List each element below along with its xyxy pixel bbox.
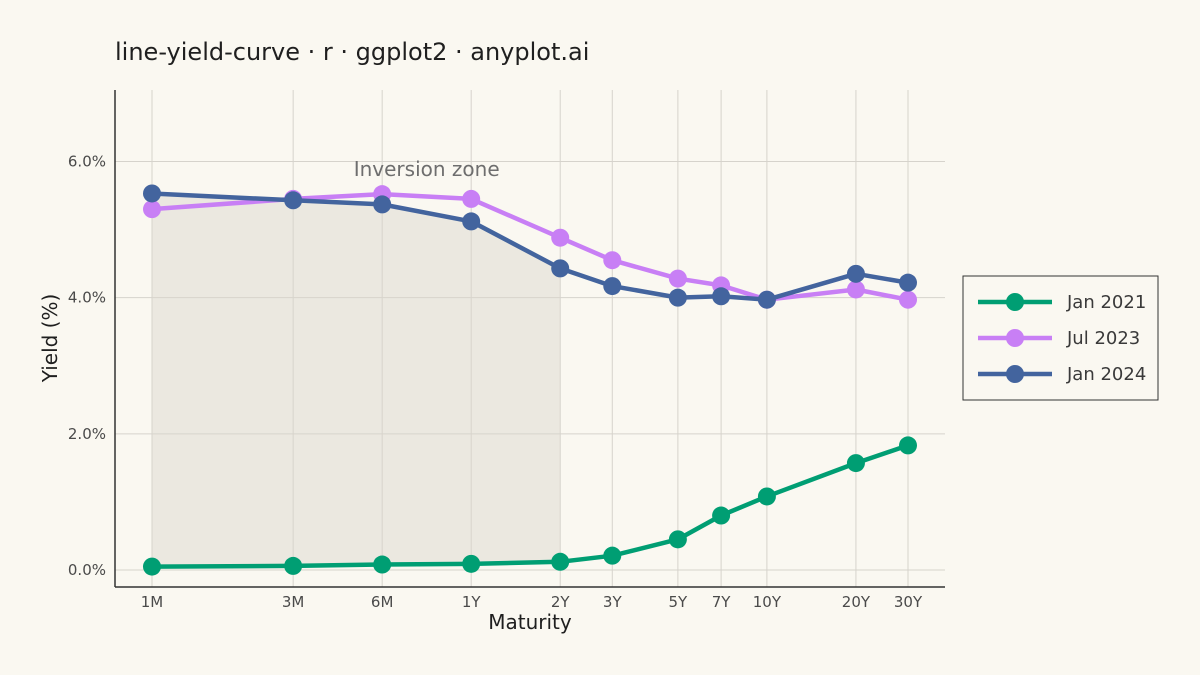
y-tick-label: 6.0% [68, 152, 106, 170]
legend-item: Jan 2021 [978, 292, 1146, 313]
data-point [143, 200, 161, 219]
data-point [603, 251, 622, 270]
legend-item: Jul 2023 [978, 328, 1140, 349]
data-point [846, 264, 865, 283]
legend-swatch-point [1006, 329, 1024, 347]
data-point [757, 487, 776, 506]
y-tick-label: 2.0% [68, 425, 106, 443]
data-point [899, 436, 917, 455]
x-tick-label: 2Y [551, 593, 571, 611]
x-tick-label: 6M [371, 593, 394, 611]
legend-label: Jul 2023 [1066, 328, 1140, 349]
data-point [603, 277, 622, 296]
x-tick-label: 1M [141, 593, 164, 611]
legend-swatch-point [1006, 293, 1024, 311]
data-point [551, 552, 570, 571]
x-axis-title: Maturity [488, 610, 572, 634]
data-point [846, 280, 865, 299]
data-point [603, 546, 622, 565]
chart-title: line-yield-curve · r · ggplot2 · anyplot… [115, 38, 589, 66]
x-tick-label: 20Y [842, 593, 871, 611]
plot-area: Inversion zone 0.0% 2.0% 4.0% 6.0% 1M 3M 6M 1Y 2Y… [68, 90, 945, 611]
data-point [143, 184, 161, 203]
legend-label: Jan 2021 [1066, 292, 1146, 313]
y-tick-label: 4.0% [68, 289, 106, 307]
data-point [712, 287, 731, 306]
data-point [899, 290, 917, 309]
data-point [846, 454, 865, 473]
x-tick-label: 7Y [712, 593, 732, 611]
x-tick-label: 5Y [669, 593, 689, 611]
y-tick-label: 0.0% [68, 561, 106, 579]
data-point [462, 212, 481, 231]
x-tick-label: 3Y [603, 593, 623, 611]
data-point [668, 288, 687, 307]
inversion-zone-label: Inversion zone [354, 157, 500, 181]
y-axis-title: Yield (%) [38, 294, 62, 384]
data-point [712, 506, 731, 525]
data-point [143, 557, 161, 576]
x-tick-label: 3M [282, 593, 305, 611]
legend-swatch-point [1006, 365, 1024, 383]
data-point [668, 530, 687, 549]
data-point [373, 555, 392, 574]
inversion-zone-band [152, 193, 561, 567]
data-point [551, 228, 570, 247]
data-point [462, 554, 481, 573]
x-tick-label: 30Y [894, 593, 923, 611]
legend-label: Jan 2024 [1066, 364, 1146, 385]
data-point [284, 191, 303, 210]
series-jan-2024 [143, 184, 917, 309]
data-point [284, 556, 303, 575]
legend: Jan 2021 Jul 2023 Jan 2024 [962, 275, 1159, 401]
data-point [668, 269, 687, 288]
data-point [462, 189, 481, 208]
legend-item: Jan 2024 [978, 364, 1146, 385]
data-point [899, 273, 917, 292]
data-point [551, 259, 570, 278]
data-point [373, 195, 392, 214]
x-tick-label: 1Y [462, 593, 482, 611]
x-tick-label: 10Y [753, 593, 782, 611]
series-jan-2021 [143, 436, 917, 576]
data-point [757, 290, 776, 309]
